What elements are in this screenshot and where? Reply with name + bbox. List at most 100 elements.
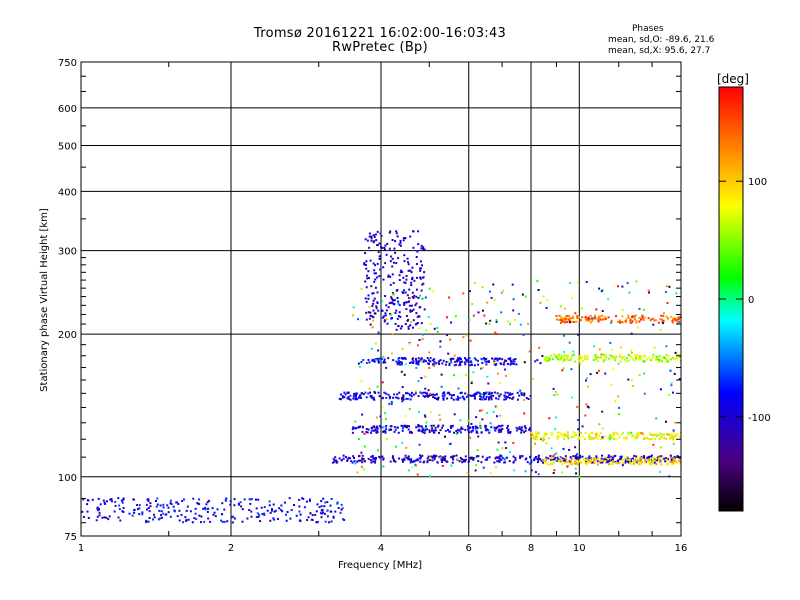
echo-point [603, 459, 605, 462]
echo-point [567, 437, 570, 440]
echo-point [460, 391, 463, 394]
echo-point [630, 431, 633, 434]
echo-point [354, 427, 356, 430]
echo-point [569, 462, 571, 465]
echo-point [636, 459, 639, 462]
echo-point [556, 393, 559, 396]
echo-point [600, 314, 603, 317]
echo-point [221, 513, 223, 516]
echo-point [391, 239, 394, 241]
echo-point [479, 425, 482, 428]
echo-point [634, 354, 637, 357]
echo-point [648, 438, 650, 441]
echo-point [462, 292, 465, 295]
echo-point [595, 455, 598, 458]
echo-point [569, 358, 572, 361]
echo-point [505, 395, 508, 398]
echo-point [636, 356, 639, 359]
echo-point [631, 316, 634, 319]
echo-point [662, 320, 665, 322]
echo-point [186, 505, 189, 508]
echo-point [499, 357, 502, 360]
echo-point [419, 454, 422, 457]
echo-point [420, 322, 423, 325]
echo-point [585, 319, 588, 322]
echo-point [626, 360, 628, 363]
echo-point [673, 372, 676, 375]
echo-point [412, 357, 414, 360]
echo-point [599, 318, 602, 321]
echo-point [120, 499, 123, 502]
echo-point [407, 428, 410, 431]
echo-point [456, 359, 459, 362]
echo-point [474, 456, 477, 459]
echo-point [655, 463, 658, 465]
echo-point [671, 463, 674, 466]
echo-point [493, 461, 496, 464]
echo-point [591, 431, 593, 434]
echo-point [488, 396, 490, 399]
echo-point [552, 472, 555, 474]
echo-point [646, 358, 649, 361]
echo-point [593, 316, 596, 318]
echo-point [611, 457, 614, 460]
echo-point [382, 361, 385, 364]
echo-point [419, 277, 422, 280]
echo-point [401, 427, 404, 430]
echo-point [521, 455, 524, 458]
echo-point [203, 520, 206, 523]
echo-point [491, 391, 494, 394]
echo-point [444, 435, 446, 438]
echo-point [543, 358, 546, 361]
echo-point [669, 454, 672, 457]
echo-point [371, 395, 374, 398]
echo-point [400, 325, 403, 328]
echo-point [617, 362, 620, 365]
echo-point [508, 397, 511, 399]
echo-point [504, 368, 507, 371]
echo-point [280, 504, 283, 507]
echo-point [169, 499, 172, 502]
echo-point [333, 459, 336, 462]
echo-point [417, 297, 420, 299]
echo-point [553, 469, 556, 472]
echo-point [604, 353, 607, 356]
echo-point [568, 459, 571, 462]
echo-point [585, 463, 588, 466]
echo-point [393, 299, 396, 302]
echo-point [658, 460, 661, 463]
echo-point [604, 372, 607, 375]
echo-point [391, 317, 393, 319]
echo-point [590, 458, 593, 461]
echo-point [579, 456, 582, 459]
echo-point [456, 357, 459, 360]
echo-point [514, 456, 517, 459]
echo-point [409, 431, 411, 434]
echo-point [402, 459, 405, 461]
echo-point [393, 426, 396, 429]
echo-point [406, 424, 409, 427]
echo-point [407, 327, 410, 330]
echo-point [422, 276, 425, 279]
echo-point [404, 237, 407, 240]
echo-point [439, 418, 442, 421]
echo-point [509, 363, 512, 366]
echo-point [611, 436, 614, 439]
echo-point [664, 360, 667, 363]
echo-point [198, 514, 201, 517]
echo-point [446, 334, 449, 337]
echo-point [527, 322, 530, 325]
echo-point [556, 355, 559, 358]
echo-point [596, 356, 599, 358]
echo-point [666, 433, 668, 436]
echo-point [374, 272, 377, 275]
echo-point [172, 505, 175, 508]
echo-point [594, 436, 597, 439]
echo-point [678, 435, 681, 438]
echo-point [406, 397, 409, 400]
echo-point [385, 309, 388, 312]
echo-point [404, 415, 407, 417]
echo-point [86, 503, 89, 506]
echo-point [377, 359, 380, 362]
